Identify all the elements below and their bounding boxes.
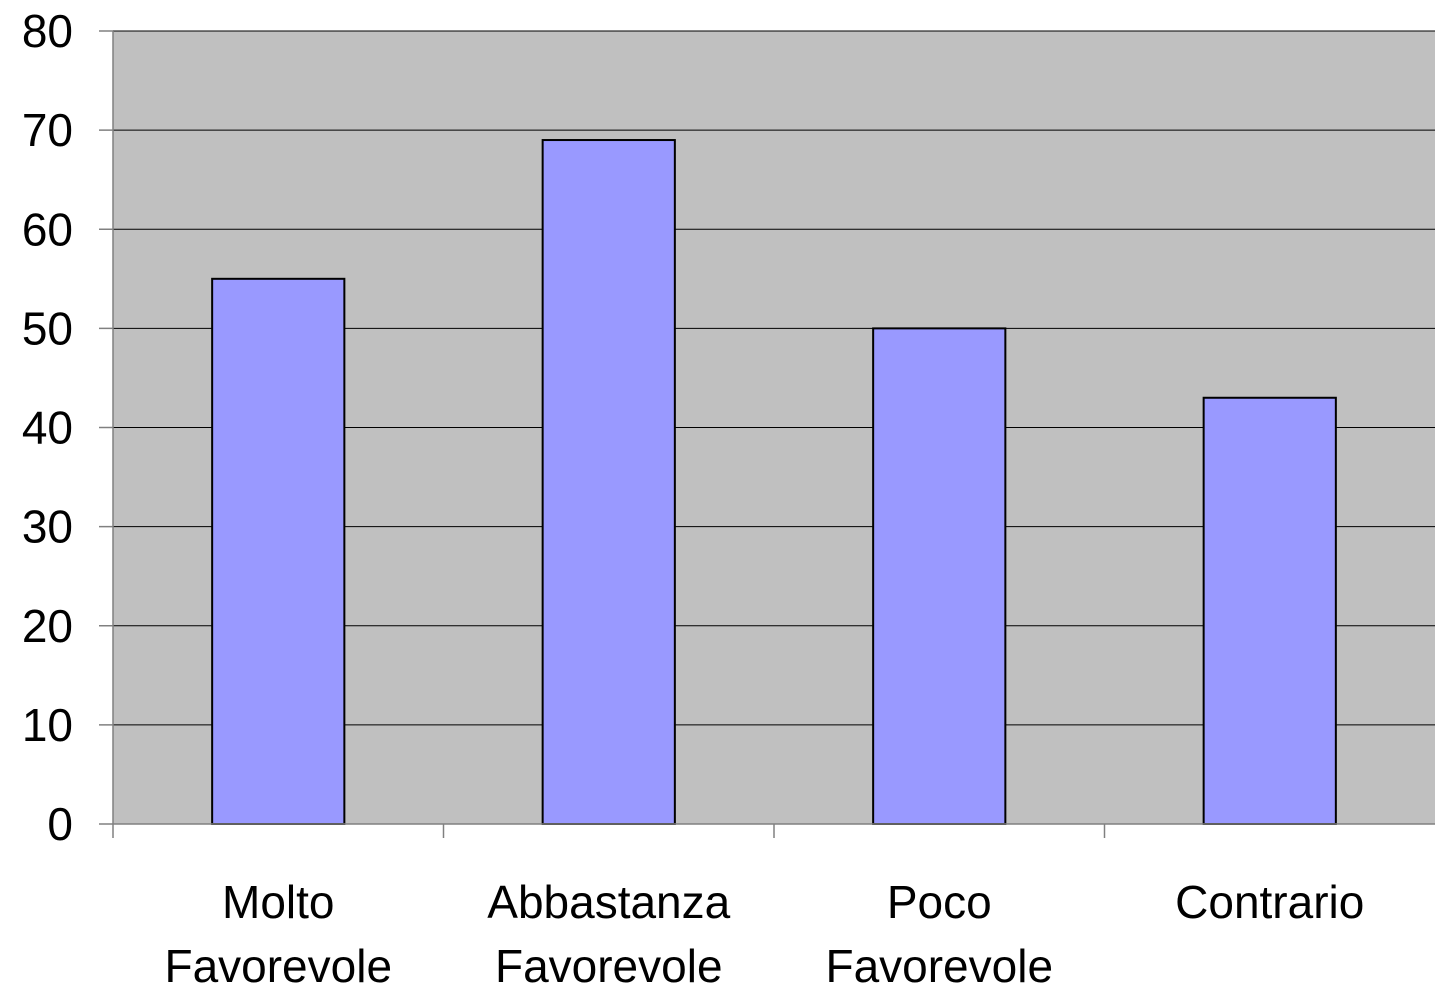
bar	[211, 277, 346, 825]
y-tick-label: 10	[22, 699, 73, 751]
x-axis-ticks: Molto Favorevole Abbastanza Favorevole Poco F…	[112, 824, 1364, 992]
bars	[211, 139, 1337, 826]
x-tick-label-line: Favorevole	[825, 940, 1053, 989]
bar	[541, 139, 676, 826]
y-tick-label: 50	[22, 302, 73, 354]
y-tick-label: 0	[47, 798, 73, 850]
y-tick-label: 70	[22, 104, 73, 156]
x-tick-label-line: Poco	[887, 876, 992, 928]
x-tick-label: Abbastanza Favorevole	[487, 876, 730, 989]
x-tick-label: Poco Favorevole	[825, 876, 1053, 989]
x-tick-label: Molto Favorevole	[164, 876, 392, 989]
y-axis-ticks: 0 10 20 30 40 50 60 70 80	[22, 5, 113, 850]
x-tick-label-line: Contrario	[1175, 876, 1364, 928]
bar	[872, 327, 1007, 825]
y-tick-label: 80	[22, 5, 73, 57]
x-tick-label-line: Abbastanza	[487, 876, 730, 928]
x-tick-label-line: Molto	[222, 876, 334, 928]
y-tick-label: 60	[22, 203, 73, 255]
x-tick-label: Contrario	[1175, 876, 1364, 928]
y-tick-label: 20	[22, 600, 73, 652]
x-tick-label-line: Favorevole	[164, 940, 392, 989]
x-tick-label-line: Favorevole	[495, 940, 723, 989]
y-tick-label: 30	[22, 501, 73, 553]
y-tick-label: 40	[22, 402, 73, 454]
bar	[1202, 396, 1337, 825]
